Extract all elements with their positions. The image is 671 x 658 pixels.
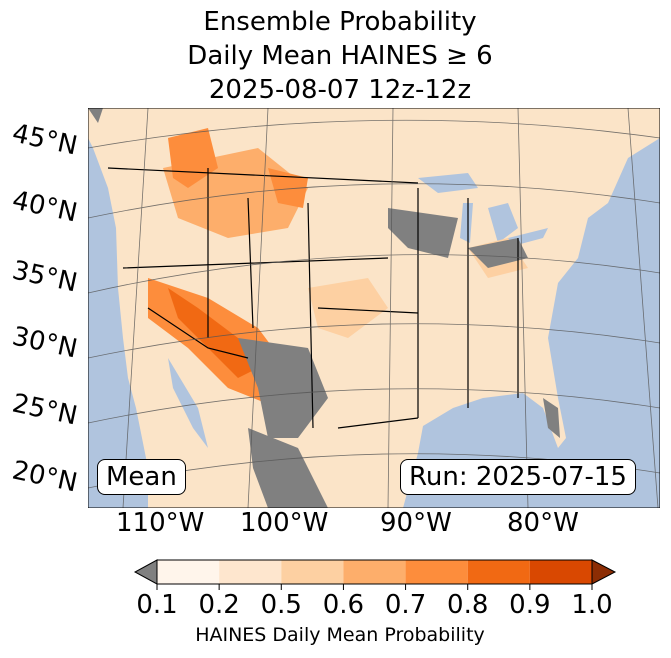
colorbar-tick-label: 0.5 — [260, 590, 302, 620]
colorbar-bin — [343, 560, 406, 584]
lat-label-35: 35°N — [9, 255, 80, 299]
lat-label-45: 45°N — [9, 118, 80, 162]
colorbar-under-arrow — [133, 559, 158, 585]
colorbar-bin — [157, 560, 220, 584]
colorbar-label: HAINES Daily Mean Probability — [195, 624, 485, 646]
colorbar-frame — [156, 559, 593, 585]
lon-label-80: 80°W — [507, 508, 579, 538]
lon-label-100: 100°W — [240, 508, 329, 538]
colorbar-tick-label: 1.0 — [571, 590, 613, 620]
lat-label-25: 25°N — [9, 388, 80, 432]
statistic-label: Mean — [97, 459, 186, 495]
colorbar-bin — [281, 560, 344, 584]
title-line-1: Ensemble Probability — [203, 7, 477, 37]
colorbar — [133, 559, 617, 590]
great-lakes — [418, 173, 548, 246]
lat-label-40: 40°N — [9, 185, 80, 229]
colorbar-tick-label: 0.2 — [198, 590, 240, 620]
colorbar-tick-label: 0.8 — [447, 590, 489, 620]
lat-label-20: 20°N — [9, 455, 80, 499]
run-date-label: Run: 2025-07-15 — [400, 459, 636, 495]
colorbar-tick-label: 0.7 — [384, 590, 427, 620]
graticule — [88, 108, 660, 508]
colorbar-tick-label: 0.6 — [322, 590, 365, 620]
lon-label-110: 110°W — [116, 508, 205, 538]
probability-map — [88, 108, 660, 508]
gulf-of-california — [168, 358, 208, 448]
colorbar-tick-label: 0.9 — [509, 590, 551, 620]
colorbar-bin — [529, 560, 592, 584]
state-borders — [107, 167, 519, 429]
title-line-3: 2025-08-07 12z-12z — [208, 75, 472, 105]
colorbar-bin — [467, 560, 530, 584]
lon-label-90: 90°W — [380, 508, 452, 538]
colorbar-tick-label: 0.1 — [136, 590, 178, 620]
missing-data-areas — [88, 108, 560, 508]
title-line-2: Daily Mean HAINES ≥ 6 — [187, 41, 493, 71]
lat-label-30: 30°N — [9, 321, 80, 365]
colorbar-bin — [405, 560, 468, 584]
colorbar-over-arrow — [591, 559, 617, 585]
colorbar-bin — [219, 560, 282, 584]
